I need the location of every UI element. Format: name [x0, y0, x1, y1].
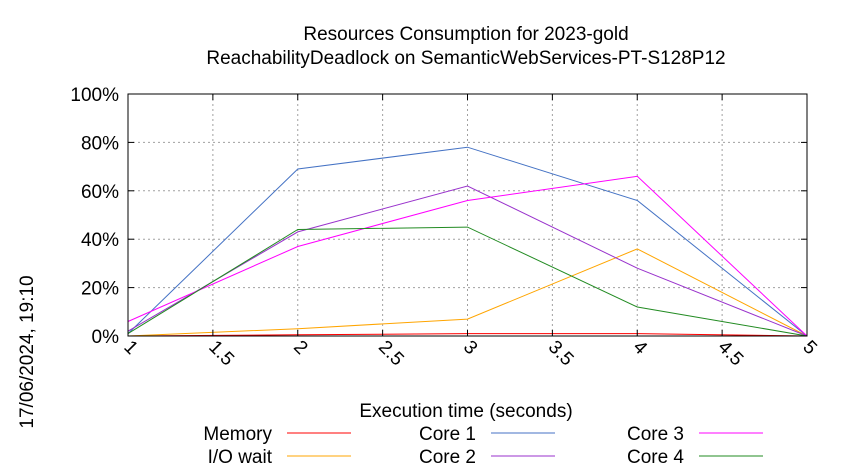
- y-tick-label: 60%: [81, 182, 119, 203]
- legend-label: Core 3: [627, 424, 684, 445]
- series-line-i-o-wait: [127, 248, 808, 337]
- series-line-core-4: [127, 226, 808, 337]
- x-tick-label: 1.5: [204, 337, 238, 371]
- legend-label: Core 2: [419, 447, 476, 468]
- x-tick-label: 2: [289, 337, 311, 359]
- x-tick-label: 4: [629, 337, 652, 360]
- series-line-core-2: [127, 185, 808, 337]
- x-tick-label: 3: [459, 337, 481, 359]
- legend-label: Memory: [203, 424, 272, 445]
- timestamp-label: 17/06/2024, 19:10: [17, 275, 38, 428]
- y-tick-label: 80%: [81, 133, 119, 154]
- x-tick-label: 1: [119, 337, 141, 359]
- legend-label: Core 4: [627, 447, 684, 468]
- x-axis-label: Execution time (seconds): [359, 401, 572, 422]
- x-tick-label: 2.5: [374, 337, 408, 371]
- x-tick-label: 3.5: [544, 337, 578, 371]
- y-tick-label: 40%: [81, 230, 119, 251]
- series-line-core-3: [127, 175, 808, 337]
- series-line-core-1: [127, 146, 808, 337]
- y-tick-label: 20%: [81, 279, 119, 300]
- x-tick-label: 5: [798, 337, 820, 359]
- legend-label: Core 1: [419, 424, 476, 445]
- series-lines: [127, 146, 808, 337]
- legend-label: I/O wait: [208, 447, 273, 468]
- chart-title: Resources Consumption for 2023-gold: [303, 24, 628, 45]
- y-tick-label: 100%: [70, 85, 119, 106]
- y-tick-label: 0%: [92, 327, 120, 348]
- grid: [128, 94, 807, 336]
- x-tick-label: 4.5: [714, 337, 748, 371]
- chart-subtitle: ReachabilityDeadlock on SemanticWebServi…: [206, 48, 725, 69]
